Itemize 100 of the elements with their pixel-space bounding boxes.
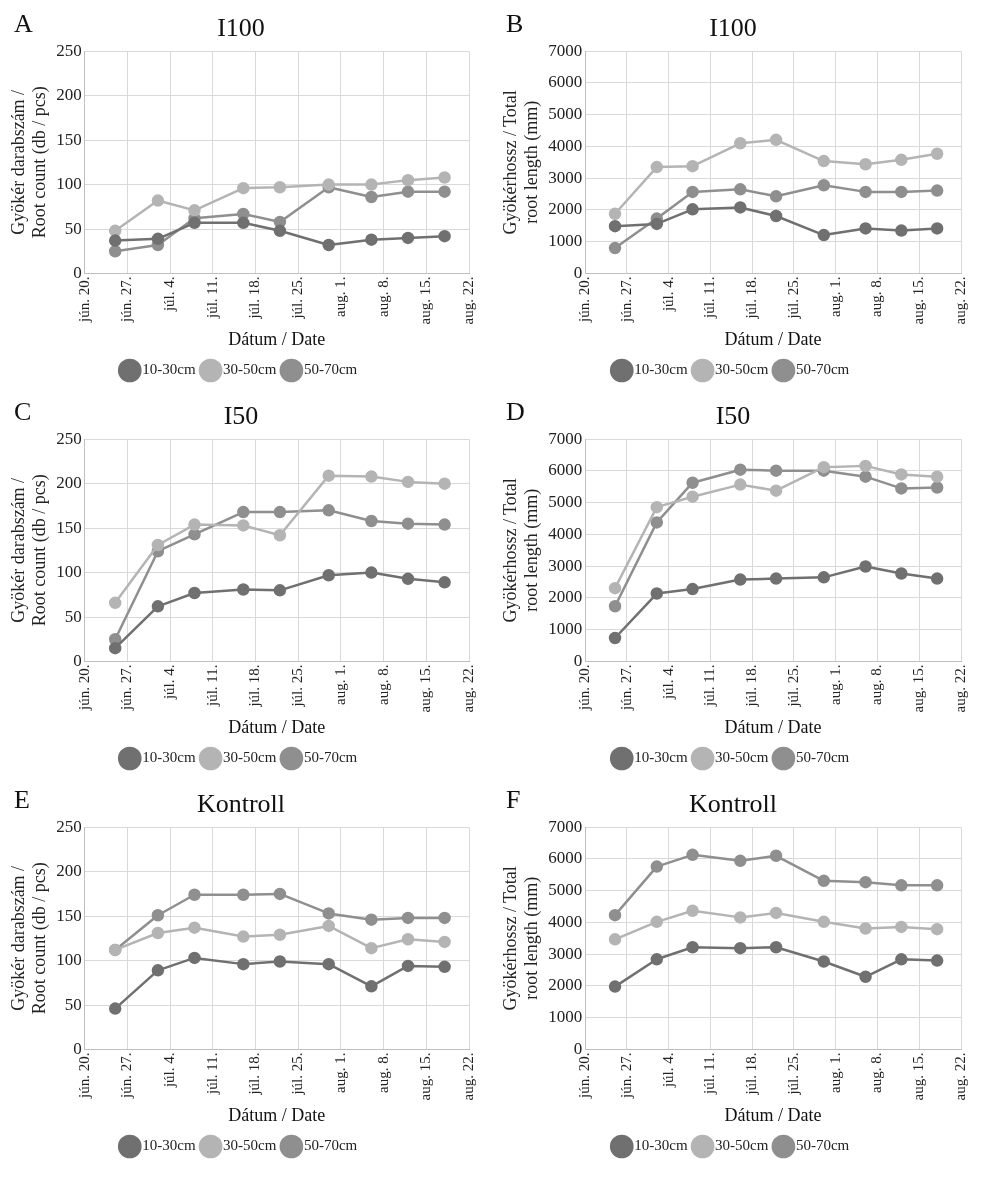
- x-tick-label: jún. 27.: [118, 1052, 135, 1099]
- y-axis-title: Gyökérhossz / Total root length (mm): [499, 478, 543, 623]
- x-tick-label: aug. 15.: [417, 664, 434, 713]
- legend-label: 30-50cm: [223, 1137, 277, 1154]
- legend-label: 30-50cm: [223, 749, 277, 766]
- y-tick-label: 3000: [548, 167, 583, 187]
- x-tick-label: júl. 11.: [701, 276, 718, 320]
- x-tick-label: júl. 4.: [161, 276, 178, 313]
- y-tick-label: 6000: [548, 72, 583, 92]
- y-tick-label: 7000: [548, 40, 583, 60]
- x-tick-label: jún. 27.: [617, 1052, 634, 1099]
- legend-label: 50-70cm: [795, 749, 850, 766]
- legend-label: 30-50cm: [715, 361, 769, 378]
- y-tick-label: 150: [56, 517, 82, 537]
- x-tick-label: aug. 22.: [951, 1052, 968, 1101]
- x-tick-label: aug. 8.: [868, 664, 885, 705]
- y-tick-label: 200: [56, 85, 82, 105]
- y-axis-title: Gyökérhossz / Total root length (mm): [499, 866, 543, 1011]
- x-tick-label: júl. 11.: [701, 1052, 718, 1096]
- text: B: [506, 8, 524, 38]
- y-tick-label: 0: [573, 262, 583, 282]
- legend-label: 10-30cm: [634, 1137, 688, 1154]
- x-tick-label: júl. 18.: [246, 1052, 263, 1096]
- y-tick-label: 7000: [548, 816, 583, 836]
- y-tick-label: 100: [56, 562, 82, 582]
- x-tick-label: aug. 22.: [951, 664, 968, 713]
- y-tick-label: 2000: [548, 587, 583, 607]
- x-tick-label: aug. 22.: [459, 276, 476, 325]
- text: E: [14, 784, 30, 814]
- x-tick-label: aug. 8.: [868, 1052, 885, 1093]
- y-tick-label: 100: [56, 174, 82, 194]
- y-tick-label: 5000: [548, 104, 583, 124]
- x-tick-label: júl. 11.: [203, 276, 220, 320]
- x-tick-label: júl. 25.: [784, 664, 801, 708]
- x-axis-title: Dátum / Date: [724, 1104, 822, 1125]
- x-tick-label: júl. 11.: [203, 664, 220, 708]
- text: C: [14, 396, 32, 426]
- legend-label: 50-70cm: [303, 361, 358, 378]
- y-tick-label: 0: [573, 650, 583, 670]
- x-tick-label: aug. 1.: [331, 276, 348, 317]
- text: D: [506, 396, 525, 426]
- y-axis-title: Gyökér darabszám / Root count (db / pcs): [7, 862, 51, 1015]
- x-tick-label: jún. 27.: [617, 664, 634, 711]
- x-tick-label: aug. 22.: [459, 1052, 476, 1101]
- y-tick-label: 0: [73, 1038, 82, 1058]
- x-tick-label: aug. 8.: [868, 276, 885, 317]
- y-tick-label: 7000: [548, 428, 583, 448]
- x-tick-label: júl. 25.: [289, 276, 306, 320]
- x-tick-label: júl. 25.: [289, 1052, 306, 1096]
- x-axis-title: Dátum / Date: [228, 716, 326, 737]
- x-tick-label: júl. 18.: [743, 1052, 760, 1096]
- y-tick-label: 3000: [548, 555, 583, 575]
- x-tick-label: júl. 11.: [203, 1052, 220, 1096]
- x-tick-label: aug. 1.: [331, 664, 348, 705]
- x-tick-label: júl. 25.: [289, 664, 306, 708]
- legend-label: 10-30cm: [142, 361, 196, 378]
- x-tick-label: júl. 4.: [161, 664, 178, 701]
- y-tick-label: 1000: [548, 1007, 583, 1027]
- x-tick-label: aug. 22.: [459, 664, 476, 713]
- x-tick-label: jún. 27.: [118, 276, 135, 323]
- x-tick-label: aug. 1.: [826, 1052, 843, 1093]
- x-tick-label: aug. 15.: [910, 664, 927, 713]
- legend-label: 10-30cm: [634, 361, 688, 378]
- chart-title: I100: [709, 13, 757, 43]
- legend-label: 10-30cm: [142, 1137, 196, 1154]
- y-axis-title: Gyökér darabszám / Root count (db / pcs): [7, 474, 51, 627]
- y-tick-label: 0: [573, 1038, 583, 1058]
- x-tick-label: aug. 22.: [951, 276, 968, 325]
- legend-label: 30-50cm: [715, 749, 769, 766]
- y-tick-label: 6000: [548, 460, 583, 480]
- x-tick-label: júl. 18.: [246, 276, 263, 320]
- x-tick-label: júl. 4.: [659, 664, 676, 701]
- chart-title: I100: [217, 13, 265, 43]
- y-tick-label: 4000: [548, 135, 583, 155]
- legend-label: 10-30cm: [634, 749, 688, 766]
- y-tick-label: 150: [56, 129, 82, 149]
- x-tick-label: jún. 27.: [617, 276, 634, 323]
- x-tick-label: aug. 1.: [331, 1052, 348, 1093]
- x-tick-label: aug. 15.: [910, 276, 927, 325]
- legend-label: 50-70cm: [795, 1137, 850, 1154]
- text: A: [14, 8, 33, 38]
- x-tick-label: aug. 8.: [374, 664, 391, 705]
- text: F: [506, 784, 521, 814]
- y-tick-label: 3000: [548, 943, 583, 963]
- y-tick-label: 2000: [548, 975, 583, 995]
- x-tick-label: aug. 15.: [417, 276, 434, 325]
- x-tick-label: júl. 18.: [743, 664, 760, 708]
- x-tick-label: júl. 4.: [659, 1052, 676, 1089]
- y-tick-label: 2000: [548, 199, 583, 219]
- y-tick-label: 250: [56, 816, 82, 836]
- x-tick-label: júl. 25.: [784, 276, 801, 320]
- legend-label: 50-70cm: [795, 361, 850, 378]
- y-tick-label: 250: [56, 428, 82, 448]
- x-tick-label: aug. 15.: [417, 1052, 434, 1101]
- x-tick-label: aug. 8.: [374, 276, 391, 317]
- x-tick-label: júl. 18.: [246, 664, 263, 708]
- y-tick-label: 5000: [548, 492, 583, 512]
- chart-title: I50: [715, 401, 751, 431]
- chart-title: Kontroll: [688, 789, 778, 819]
- legend-label: 30-50cm: [223, 361, 277, 378]
